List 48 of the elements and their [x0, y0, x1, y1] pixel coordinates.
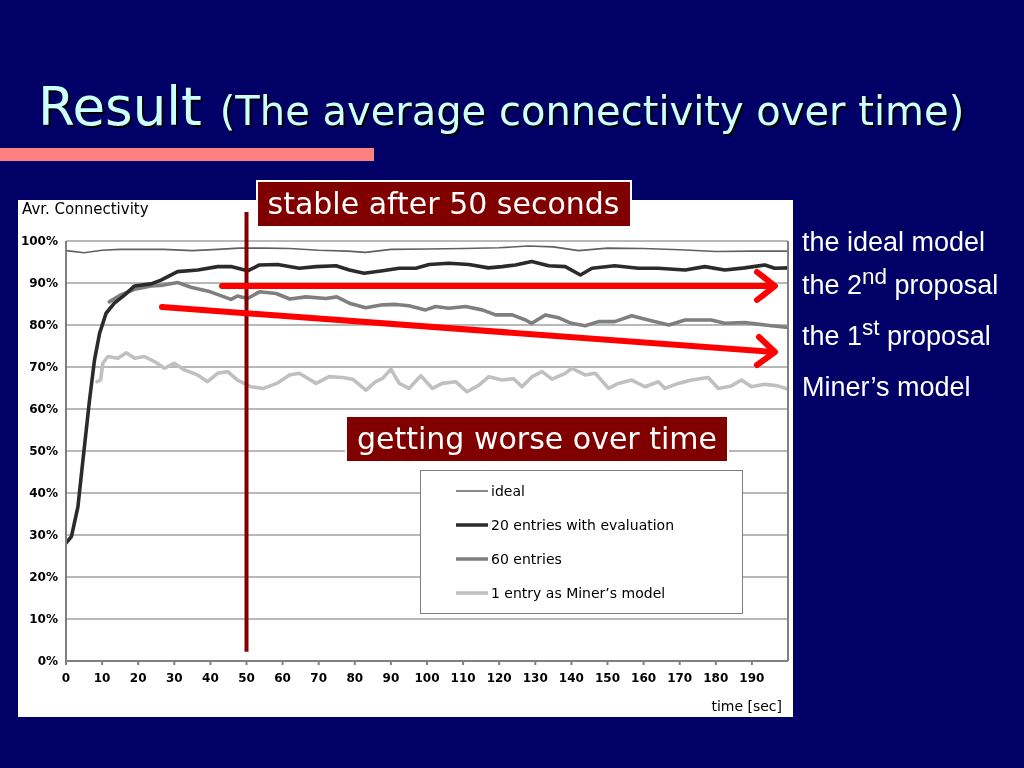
- legend-label: 1 entry as Miner’s model: [491, 585, 666, 601]
- x-tick-label: 120: [486, 670, 512, 685]
- x-tick-label: 130: [522, 670, 548, 685]
- x-tick-label: 160: [631, 670, 657, 685]
- x-tick-label: 180: [703, 670, 729, 685]
- x-tick-label: 10: [93, 670, 111, 685]
- text: the 1$^{st}$ proposal: [802, 314, 991, 352]
- x-axis-title: time [sec]: [711, 698, 782, 714]
- y-tick-label: 50%: [29, 444, 58, 459]
- line-series: [66, 259, 788, 545]
- x-tick-label: 100: [414, 670, 440, 685]
- text: the ideal model: [802, 226, 986, 258]
- x-tick-label: 110: [450, 670, 476, 685]
- x-tick-label: 90: [382, 670, 400, 685]
- chart-subtitle: (The average connectivity over time): [219, 88, 965, 134]
- y-tick-label: 90%: [29, 276, 58, 291]
- x-tick-label: 30: [165, 670, 183, 685]
- y-tick-label: 80%: [29, 318, 58, 333]
- x-tick-label: 60: [274, 670, 291, 685]
- x-tick-label: 140: [558, 670, 584, 685]
- x-tick-label: 50: [238, 670, 255, 685]
- y-axis-title: Avr. Connectivity: [22, 200, 149, 218]
- y-tick-label: 70%: [29, 360, 58, 375]
- line-series: [66, 245, 788, 254]
- y-tick-label: 30%: [29, 528, 58, 543]
- x-tick-label: 190: [739, 670, 765, 685]
- x-tick-label: 40: [202, 670, 219, 685]
- x-tick-label: 150: [594, 670, 621, 685]
- x-tick-label: 20: [129, 670, 147, 685]
- y-tick-label: 20%: [29, 570, 58, 585]
- chart-title: Result: [38, 76, 202, 137]
- line-series: [95, 350, 788, 394]
- legend-label: 20 entries with evaluation: [491, 517, 675, 533]
- y-tick-label: 60%: [29, 402, 58, 417]
- y-tick-label: 40%: [29, 486, 58, 501]
- y-tick-label: 100%: [20, 234, 58, 249]
- text: Miner’s model: [802, 371, 971, 403]
- legend-label: ideal: [491, 483, 525, 499]
- x-tick-label: 70: [310, 670, 328, 685]
- y-tick-label: 10%: [29, 612, 58, 627]
- x-tick-label: 80: [346, 670, 364, 685]
- ref-line-label: stable after 50 seconds: [255, 180, 632, 228]
- y-tick-label: 0%: [37, 654, 58, 669]
- x-tick-label: 0: [61, 670, 71, 685]
- text: the 2$^{nd}$ proposal: [802, 263, 999, 301]
- annotation: getting worse over time: [345, 415, 730, 463]
- x-tick-label: 170: [667, 670, 693, 685]
- legend-label: 60 entries: [491, 551, 562, 567]
